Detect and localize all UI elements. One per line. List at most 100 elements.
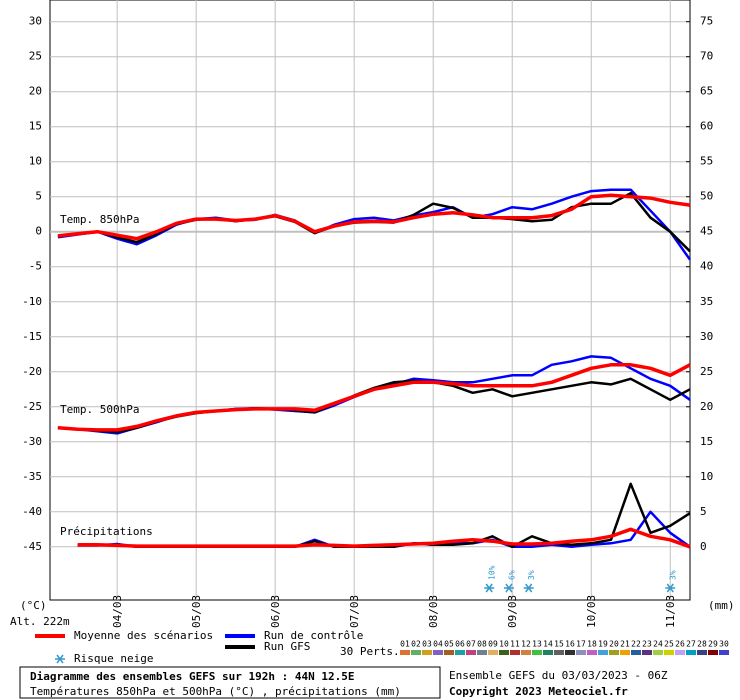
y2-axis-label: (mm): [708, 599, 735, 612]
series-line: [57, 363, 691, 432]
pert-swatch: [587, 650, 597, 655]
pert-label: 21: [620, 640, 630, 649]
pert-label: 19: [598, 640, 608, 649]
pert-swatch: [708, 650, 718, 655]
pert-swatch: [521, 650, 531, 655]
x-tick-label: 06/03: [269, 595, 282, 628]
snow-marker: [665, 583, 676, 593]
y2-tick-label: 30: [700, 330, 713, 343]
pert-swatch: [620, 650, 630, 655]
y-tick-label: -20: [22, 365, 42, 378]
y2-tick-label: 60: [700, 120, 713, 133]
pert-swatch: [554, 650, 564, 655]
pert-swatch: [686, 650, 696, 655]
series-line: [77, 527, 691, 549]
pert-swatch: [598, 650, 608, 655]
pert-label: 05: [444, 640, 454, 649]
y-tick-label: -40: [22, 505, 42, 518]
pert-swatch: [697, 650, 707, 655]
pert-swatch: [631, 650, 641, 655]
pert-label: 13: [532, 640, 542, 649]
pert-label: 11: [510, 640, 520, 649]
y2-tick-label: 20: [700, 400, 713, 413]
pert-label: 06: [455, 640, 465, 649]
snow-risk-label: 3%: [669, 570, 678, 580]
pert-label: 02: [411, 640, 421, 649]
snow-icon: [55, 654, 65, 664]
snow-icon: [485, 583, 493, 593]
footer-copyright: Copyright 2023 Meteociel.fr: [449, 685, 628, 698]
pert-label: 22: [631, 640, 641, 649]
pert-label: 30: [719, 640, 729, 649]
y2-tick-label: 70: [700, 50, 713, 63]
pert-swatch: [411, 650, 421, 655]
snow-marker: [503, 583, 514, 593]
y2-tick-label: 5: [700, 505, 707, 518]
pert-swatch: [433, 650, 443, 655]
x-tick-label: 04/03: [111, 595, 124, 628]
pert-label: 03: [422, 640, 432, 649]
y2-tick-label: 10: [700, 470, 713, 483]
pert-label: 27: [686, 640, 696, 649]
pert-swatch: [422, 650, 432, 655]
pert-label: 12: [521, 640, 531, 649]
pert-label: 23: [642, 640, 652, 649]
footer-subtitle: Températures 850hPa et 500hPa (°C) , pré…: [30, 685, 401, 698]
y-tick-label: 25: [29, 50, 42, 63]
y2-tick-label: 55: [700, 155, 713, 168]
y-tick-label: 15: [29, 120, 42, 133]
pert-swatch: [565, 650, 575, 655]
series-line: [57, 193, 691, 241]
snow-risk-label: 3%: [527, 570, 536, 580]
y-tick-label: 20: [29, 85, 42, 98]
snow-marker: [484, 583, 495, 593]
y-axis-label: (°C): [20, 599, 47, 612]
pert-label: 09: [488, 640, 498, 649]
y2-tick-label: 45: [700, 225, 713, 238]
pert-label: 29: [708, 640, 718, 649]
altitude: Alt. 222m: [10, 615, 70, 628]
pert-swatch: [510, 650, 520, 655]
pert-label: 14: [543, 640, 553, 649]
pert-swatch: [400, 650, 410, 655]
pert-label: 17: [576, 640, 586, 649]
y-tick-label: -45: [22, 540, 42, 553]
y2-tick-label: 15: [700, 435, 713, 448]
snow-icon: [505, 583, 513, 593]
pert-label: 18: [587, 640, 597, 649]
plot-area: [49, 0, 691, 601]
y2-tick-label: 0: [700, 540, 707, 553]
snow-risk-label: 6%: [507, 570, 516, 580]
y-tick-label: -35: [22, 470, 42, 483]
y-tick-label: 10: [29, 155, 42, 168]
pert-swatch: [532, 650, 542, 655]
pert-swatch: [653, 650, 663, 655]
pert-swatch: [499, 650, 509, 655]
pert-swatch: [609, 650, 619, 655]
y-tick-label: -5: [29, 260, 42, 273]
y2-tick-label: 40: [700, 260, 713, 273]
pert-label: 04: [433, 640, 443, 649]
y-tick-label: 30: [29, 15, 42, 28]
pert-label: 01: [400, 640, 410, 649]
footer-run: Ensemble GEFS du 03/03/2023 - 06Z: [449, 669, 668, 682]
x-tick-label: 08/03: [427, 595, 440, 628]
y-tick-label: 0: [35, 225, 42, 238]
y-tick-label: -30: [22, 435, 42, 448]
snow-legend: Risque neige: [74, 652, 153, 665]
perts-label: 30 Perts.: [340, 645, 400, 658]
footer-box: [19, 666, 441, 699]
snow-icon: [525, 583, 533, 593]
pert-swatch: [488, 650, 498, 655]
legend-label: Run GFS: [264, 640, 310, 653]
panel-label: Temp. 500hPa: [60, 403, 139, 416]
panel-label: Précipitations: [60, 525, 153, 538]
y2-tick-label: 65: [700, 85, 713, 98]
y2-tick-label: 50: [700, 190, 713, 203]
legend-label: Moyenne des scénarios: [74, 629, 213, 642]
pert-label: 08: [477, 640, 487, 649]
x-tick-label: 11/03: [664, 595, 677, 628]
pert-swatch: [444, 650, 454, 655]
pert-swatch: [664, 650, 674, 655]
pert-swatch: [576, 650, 586, 655]
